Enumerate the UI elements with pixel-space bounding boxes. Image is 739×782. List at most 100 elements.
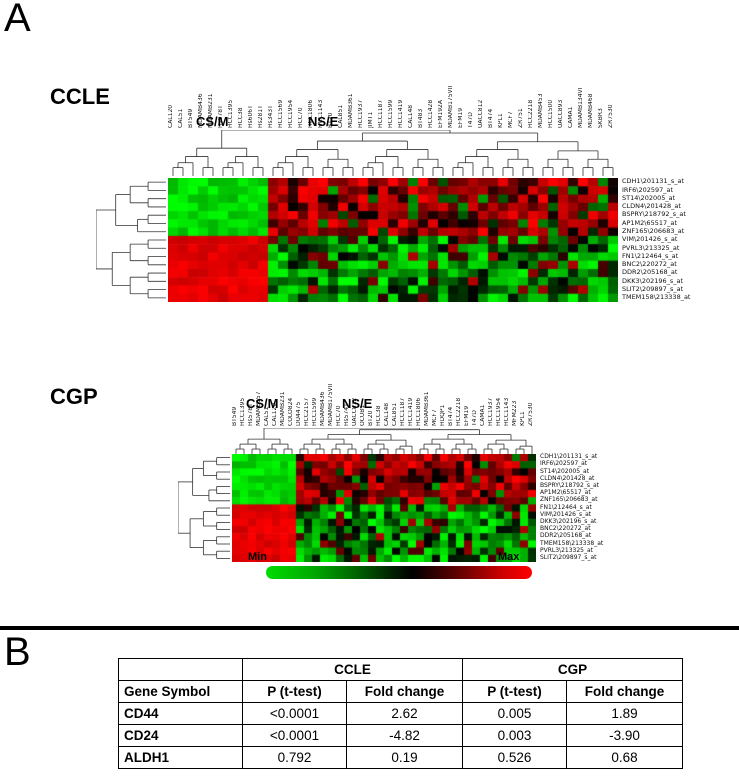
cgp-column-dendrogram — [235, 428, 533, 454]
panel-divider — [0, 626, 739, 630]
cgp-gene-labels: CDH1\201131_s_at IRF6\202597_at ST14\20200… — [540, 454, 645, 562]
sample-label: HCC1428 — [428, 99, 434, 128]
table-cell: <0.0001 — [242, 702, 347, 725]
sample-label: CAL148 — [384, 402, 390, 426]
table-header-ccle-p: P (t-test) — [242, 680, 347, 703]
table-cell: CD24 — [118, 724, 243, 747]
gene-label: ZNF165\206683_at — [622, 226, 685, 235]
table-cell: 0.526 — [462, 746, 567, 769]
sample-label: MDAMB436 — [198, 93, 204, 128]
sample-label: CAL120 — [168, 104, 174, 128]
sample-label: HCC1569 — [278, 99, 284, 128]
sample-label: OCUB1 — [360, 404, 366, 426]
sample-label: BT474 — [488, 108, 494, 128]
gene-label: CDH1\201131_s_at — [622, 177, 684, 186]
ccle-csm-label: CS/M — [196, 114, 229, 129]
ccle-column-dendrogram — [172, 130, 614, 176]
table-cell: 0.19 — [346, 746, 463, 769]
table-row-aldh1: ALDH1 0.792 0.19 0.526 0.68 — [118, 746, 684, 769]
gene-label: AP1M2\65517_at — [622, 218, 677, 227]
sample-label: HCC1954 — [496, 397, 502, 426]
gene-label: CLDN4\201428_at — [622, 202, 681, 211]
sample-label: EFM19 — [458, 107, 464, 128]
sample-label: HCC1937 — [358, 99, 364, 128]
sample-label: CAL51 — [178, 108, 184, 128]
table-header-gene-symbol: Gene Symbol — [118, 680, 243, 703]
sample-label: MDAMB361 — [424, 391, 430, 426]
sample-label: HCC1187 — [400, 397, 406, 426]
scale-min-label: Min — [248, 551, 267, 563]
table-cell: 0.003 — [462, 724, 567, 747]
sample-label: Hs281T — [258, 105, 264, 128]
sample-label: DU4475 — [296, 401, 302, 426]
sample-label: MCF7 — [508, 111, 514, 128]
sample-label: ZR7530 — [528, 402, 534, 426]
gene-label: CDH1\201131_s_at — [540, 453, 598, 461]
sample-label: MDAMB175VII — [448, 85, 454, 128]
scale-max-label: Max — [498, 551, 520, 563]
gene-label: ST14\202005_at — [540, 467, 590, 475]
gene-label: TMEM158\213338_at — [540, 539, 604, 547]
ccle-gene-labels: CDH1\201131_s_at IRF6\202597_at ST14\20200… — [622, 178, 732, 302]
sample-label: HCC1187 — [378, 99, 384, 128]
table-column-header-row: Gene Symbol P (t-test) Fold change P (t-… — [118, 680, 684, 703]
table-group-header-row: CCLE CGP — [118, 658, 684, 681]
gene-label: AP1M2\65517_at — [540, 489, 591, 497]
gene-label: ZNF165\206683_at — [540, 496, 598, 504]
table-cell: -4.82 — [346, 724, 463, 747]
sample-label: HCC1143 — [318, 99, 324, 128]
sample-label: Hs606T — [248, 105, 254, 128]
sample-label: HCC1806 — [308, 99, 314, 128]
gene-label: PVRL3\213325_at — [540, 546, 594, 554]
sample-label: MDAMB361 — [348, 93, 354, 128]
sample-label: CAL120 — [272, 402, 278, 426]
table-row-cd24: CD24 <0.0001 -4.82 0.003 -3.90 — [118, 724, 684, 747]
table-cgp-group-header: CGP — [461, 658, 684, 681]
sample-label: ZR7530 — [608, 104, 614, 128]
sample-label: MDAMB436 — [320, 391, 326, 426]
sample-label: MDAMB134VI — [578, 87, 584, 128]
sample-label: MDAMB453 — [538, 93, 544, 128]
table-header-ccle-fc: Fold change — [346, 680, 463, 703]
gene-label: FN1\212464_s_at — [540, 503, 592, 511]
gene-label: VIM\201426_s_at — [540, 510, 592, 518]
sample-label: HCC1937 — [488, 397, 494, 426]
sample-label: MDAMB231 — [280, 391, 286, 426]
gene-label: BNC2\220272_at — [622, 260, 677, 269]
sample-label: BT549 — [188, 108, 194, 128]
sample-label: HCC2218 — [456, 397, 462, 426]
gene-label: DKK3\202196_s_at — [622, 276, 684, 285]
sample-label: EFM19 — [464, 405, 470, 426]
table-cell: 0.005 — [462, 702, 567, 725]
sample-label: BT20 — [368, 410, 374, 426]
gene-label: BNC2\220272_at — [540, 525, 591, 533]
sample-label: UACC812 — [352, 397, 358, 426]
table-cell: 0.792 — [242, 746, 347, 769]
sample-label: BT483 — [418, 108, 424, 128]
ccle-row-dendrogram — [96, 181, 166, 299]
gene-label: VIM\201426_s_at — [622, 235, 678, 244]
sample-label: CAL851 — [392, 402, 398, 426]
sample-label: Hs578T — [218, 105, 224, 128]
sample-label: Hs574T — [344, 403, 350, 426]
table-header-cgp-fc: Fold change — [565, 680, 684, 703]
sample-label: HCC1806 — [416, 397, 422, 426]
sample-label: HCC1395 — [228, 99, 234, 128]
sample-label: MDAMB157 — [256, 391, 262, 426]
sample-label: EFM192A — [438, 100, 444, 128]
sample-label: MCF7 — [432, 409, 438, 426]
gene-label: DDR2\205168_at — [540, 532, 592, 540]
sample-label: BT549 — [232, 406, 238, 426]
sample-label: CAL51 — [264, 406, 270, 426]
gene-label: DKK3\202196_s_at — [540, 517, 597, 525]
sample-label: HCC1599 — [388, 99, 394, 128]
sample-label: CAMA1 — [568, 106, 574, 128]
ccle-nse-label: NS/E — [308, 114, 339, 129]
table-row-cd44: CD44 <0.0001 2.62 0.005 1.89 — [118, 702, 684, 725]
sample-label: HCC1419 — [408, 397, 414, 426]
gene-label: PVRL3\213325_at — [622, 243, 680, 252]
sample-label: UACC893 — [558, 99, 564, 128]
sample-label: BT20 — [328, 112, 334, 128]
cgp-title: CGP — [50, 384, 98, 409]
sample-label: T47D — [468, 112, 474, 128]
